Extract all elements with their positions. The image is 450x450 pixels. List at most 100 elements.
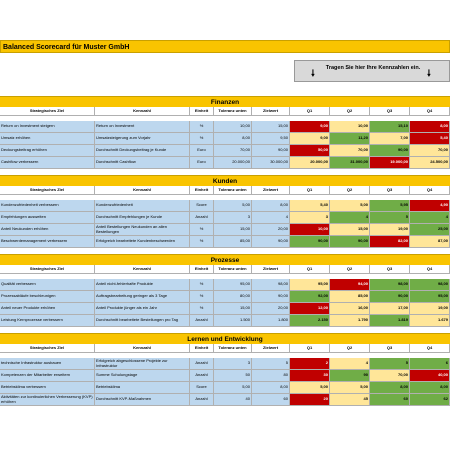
quarter-value-cell[interactable]: 3: [290, 212, 330, 224]
goal-cell[interactable]: Beschwerdemanagement verbessern: [0, 236, 95, 248]
quarter-value-cell[interactable]: 87,00: [410, 236, 450, 248]
target-cell[interactable]: 4: [252, 212, 290, 224]
unit-cell[interactable]: Score: [190, 382, 214, 394]
quarter-value-cell[interactable]: 8,00: [370, 382, 410, 394]
quarter-value-cell[interactable]: 90: [330, 370, 370, 382]
goal-cell[interactable]: Kompetenzen der Mitarbeiter erweitern: [0, 370, 95, 382]
unit-cell[interactable]: Score: [190, 200, 214, 212]
quarter-value-cell[interactable]: 2.150: [290, 315, 330, 327]
quarter-value-cell[interactable]: 90,00: [370, 145, 410, 157]
quarter-value-cell[interactable]: 50,00: [290, 145, 330, 157]
unit-cell[interactable]: Anzahl: [190, 370, 214, 382]
metric-cell[interactable]: Durchschnitt Deckungsbeitrag je Kunde: [95, 145, 190, 157]
quarter-value-cell[interactable]: 5: [370, 358, 410, 370]
metric-cell[interactable]: Anteil Bestellungen Neukunden an allen B…: [95, 224, 190, 236]
quarter-value-cell[interactable]: 4: [330, 212, 370, 224]
quarter-value-cell[interactable]: 98,00: [410, 279, 450, 291]
quarter-value-cell[interactable]: 40,00: [410, 370, 450, 382]
tolerance-cell[interactable]: 10,00: [214, 121, 252, 133]
unit-cell[interactable]: Anzahl: [190, 212, 214, 224]
quarter-value-cell[interactable]: 31.000,00: [330, 157, 370, 169]
tolerance-cell[interactable]: 1.500: [214, 315, 252, 327]
unit-cell[interactable]: Euro: [190, 145, 214, 157]
tolerance-cell[interactable]: 3: [214, 212, 252, 224]
quarter-value-cell[interactable]: 5,00: [330, 200, 370, 212]
quarter-value-cell[interactable]: 8,00: [410, 121, 450, 133]
quarter-value-cell[interactable]: 2: [290, 358, 330, 370]
metric-cell[interactable]: Kundenzufriedenheit: [95, 200, 190, 212]
quarter-value-cell[interactable]: 70,00: [370, 370, 410, 382]
quarter-value-cell[interactable]: 9,00: [290, 133, 330, 145]
quarter-value-cell[interactable]: 15,10: [370, 121, 410, 133]
unit-cell[interactable]: %: [190, 291, 214, 303]
quarter-value-cell[interactable]: 19,00: [370, 224, 410, 236]
goal-cell[interactable]: Qualität verbessern: [0, 279, 95, 291]
unit-cell[interactable]: %: [190, 133, 214, 145]
target-cell[interactable]: 8,00: [252, 200, 290, 212]
tolerance-cell[interactable]: 85,00: [214, 236, 252, 248]
quarter-value-cell[interactable]: 85,00: [330, 291, 370, 303]
quarter-value-cell[interactable]: 62: [410, 394, 450, 406]
quarter-value-cell[interactable]: 92,00: [290, 291, 330, 303]
target-cell[interactable]: 5: [252, 358, 290, 370]
quarter-value-cell[interactable]: 94,00: [330, 279, 370, 291]
quarter-value-cell[interactable]: 60: [370, 394, 410, 406]
tolerance-cell[interactable]: 40: [214, 394, 252, 406]
target-cell[interactable]: 8,00: [252, 382, 290, 394]
unit-cell[interactable]: %: [190, 224, 214, 236]
unit-cell[interactable]: %: [190, 121, 214, 133]
unit-cell[interactable]: %: [190, 303, 214, 315]
unit-cell[interactable]: %: [190, 279, 214, 291]
target-cell[interactable]: 15,00: [252, 121, 290, 133]
goal-cell[interactable]: Cashflow verbessern: [0, 157, 95, 169]
target-cell[interactable]: 98,00: [252, 279, 290, 291]
quarter-value-cell[interactable]: 5: [370, 212, 410, 224]
quarter-value-cell[interactable]: 7,00: [370, 133, 410, 145]
quarter-value-cell[interactable]: 5,00: [290, 382, 330, 394]
goal-cell[interactable]: Anteil Neukunden erhöhen: [0, 224, 95, 236]
quarter-value-cell[interactable]: 9,00: [290, 121, 330, 133]
quarter-value-cell[interactable]: 95,00: [410, 291, 450, 303]
tolerance-cell[interactable]: 95,00: [214, 279, 252, 291]
goal-cell[interactable]: Deckungsbeitrag erhöhen: [0, 145, 95, 157]
metric-cell[interactable]: Durchschnitt Cashflow: [95, 157, 190, 169]
goal-cell[interactable]: Empfehlungen ausweiten: [0, 212, 95, 224]
goal-cell[interactable]: Return on Investment steigern: [0, 121, 95, 133]
quarter-value-cell[interactable]: 1.819: [370, 315, 410, 327]
target-cell[interactable]: 80: [252, 370, 290, 382]
quarter-value-cell[interactable]: 6: [410, 358, 450, 370]
target-cell[interactable]: 90,00: [252, 291, 290, 303]
goal-cell[interactable]: Umsatz erhöhen: [0, 133, 95, 145]
goal-cell[interactable]: Betriebsklima verbessern: [0, 382, 95, 394]
quarter-value-cell[interactable]: 70,00: [330, 145, 370, 157]
quarter-value-cell[interactable]: 12,00: [290, 303, 330, 315]
metric-cell[interactable]: Betriebsklima: [95, 382, 190, 394]
quarter-value-cell[interactable]: 15,00: [330, 224, 370, 236]
unit-cell[interactable]: Anzahl: [190, 358, 214, 370]
target-cell[interactable]: 20,00: [252, 303, 290, 315]
quarter-value-cell[interactable]: 20: [290, 394, 330, 406]
quarter-value-cell[interactable]: 10,00: [290, 224, 330, 236]
quarter-value-cell[interactable]: 98,00: [370, 279, 410, 291]
quarter-value-cell[interactable]: 24.500,00: [410, 157, 450, 169]
quarter-value-cell[interactable]: 10,00: [330, 121, 370, 133]
quarter-value-cell[interactable]: 45: [330, 394, 370, 406]
metric-cell[interactable]: Durchschnitt KVP-Maßnahmen: [95, 394, 190, 406]
target-cell[interactable]: 9,50: [252, 133, 290, 145]
metric-cell[interactable]: Auftragsbearbeitung geringer als 3 Tage: [95, 291, 190, 303]
goal-cell[interactable]: Kundenzufriedenheit verbessern: [0, 200, 95, 212]
tolerance-cell[interactable]: 80,00: [214, 291, 252, 303]
tolerance-cell[interactable]: 15,00: [214, 224, 252, 236]
metric-cell[interactable]: Anteil nicht-fehlerhafte Produkte: [95, 279, 190, 291]
goal-cell[interactable]: Leistung Kernprozesse verbessern: [0, 315, 95, 327]
tolerance-cell[interactable]: 70,00: [214, 145, 252, 157]
metric-cell[interactable]: Durchschnitt bearbeitete Bestellungen pr…: [95, 315, 190, 327]
goal-cell[interactable]: Aktivitäten zur kontinuierlichen Verbess…: [0, 394, 95, 406]
quarter-value-cell[interactable]: 5,00: [330, 382, 370, 394]
quarter-value-cell[interactable]: 90,00: [290, 236, 330, 248]
target-cell[interactable]: 1.800: [252, 315, 290, 327]
unit-cell[interactable]: Anzahl: [190, 315, 214, 327]
quarter-value-cell[interactable]: 70,00: [410, 145, 450, 157]
metric-cell[interactable]: Anteil Produkte jünger als ein Jahr: [95, 303, 190, 315]
quarter-value-cell[interactable]: 4,90: [410, 200, 450, 212]
